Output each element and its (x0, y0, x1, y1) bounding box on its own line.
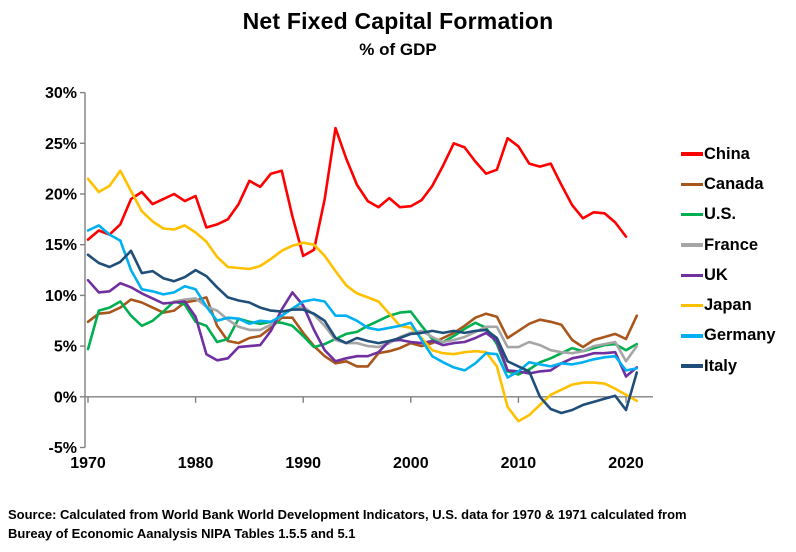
legend-label-u-s: U.S. (704, 205, 737, 224)
legend-swatch-japan (681, 303, 703, 308)
source-note: Source: Calculated from World Bank World… (8, 505, 792, 543)
series-line-china (86, 126, 628, 258)
legend-item-u-s: U.S. (681, 200, 776, 230)
y-tick-label: 5% (54, 339, 77, 356)
legend-swatch-france (681, 243, 703, 247)
x-tick-label: 2000 (393, 455, 429, 472)
legend-label-canada: Canada (704, 174, 764, 193)
chart-title: Net Fixed Capital Formation (242, 8, 554, 34)
legend-label-france: France (704, 235, 759, 254)
legend-swatch-china (681, 152, 703, 156)
legend-item-germany: Germany (681, 321, 776, 351)
legend-label-italy: Italy (704, 356, 738, 375)
x-tick-label: 2020 (608, 455, 644, 472)
legend-swatch-uk (681, 273, 703, 278)
legend-item-japan: Japan (681, 290, 776, 320)
plot-area: 30% 25% 20% 15% 10% 5% 0% -5%1970 1980 1990 2000 20… (45, 85, 653, 472)
legend-item-uk: UK (681, 260, 776, 290)
y-tick-label: 15% (45, 237, 77, 254)
x-tick-label: 1990 (285, 455, 321, 472)
series-line-canada (86, 296, 639, 368)
legend-item-canada: Canada (681, 169, 776, 199)
legend-label-china: China (704, 144, 750, 163)
legend-label-germany: Germany (704, 326, 776, 345)
series-line-germany (86, 224, 639, 379)
legend: China Canada U.S. France UK Japan Germany Italy (681, 139, 776, 381)
y-tick-label: 30% (45, 85, 77, 102)
series-line-italy (86, 249, 639, 415)
x-tick-label: 1970 (70, 455, 106, 472)
legend-item-france: France (681, 230, 776, 260)
chart-subtitle: % of GDP (359, 40, 437, 59)
source-line-1: Source: Calculated from World Bank World… (8, 507, 687, 522)
source-line-2: Bureay of Economic Aanalysis NIPA Tables… (8, 526, 356, 541)
legend-swatch-germany (681, 334, 703, 338)
y-tick-label: 10% (45, 288, 77, 305)
y-tick-label: 0% (54, 389, 77, 406)
series-line-japan (86, 169, 639, 423)
y-tick-label: 25% (45, 136, 77, 153)
legend-item-italy: Italy (681, 351, 776, 381)
y-tick-label: 20% (45, 187, 77, 204)
legend-item-china: China (681, 139, 776, 169)
legend-swatch-canada (681, 182, 703, 187)
y-tick-label: -5% (49, 440, 77, 457)
legend-swatch-italy (681, 364, 703, 368)
legend-label-japan: Japan (704, 296, 752, 315)
legend-label-uk: UK (704, 265, 728, 284)
series-line-france (172, 297, 639, 363)
x-tick-label: 2010 (501, 455, 537, 472)
x-tick-label: 1980 (178, 455, 214, 472)
series-line-uk (86, 278, 639, 378)
legend-swatch-u-s (681, 212, 703, 217)
